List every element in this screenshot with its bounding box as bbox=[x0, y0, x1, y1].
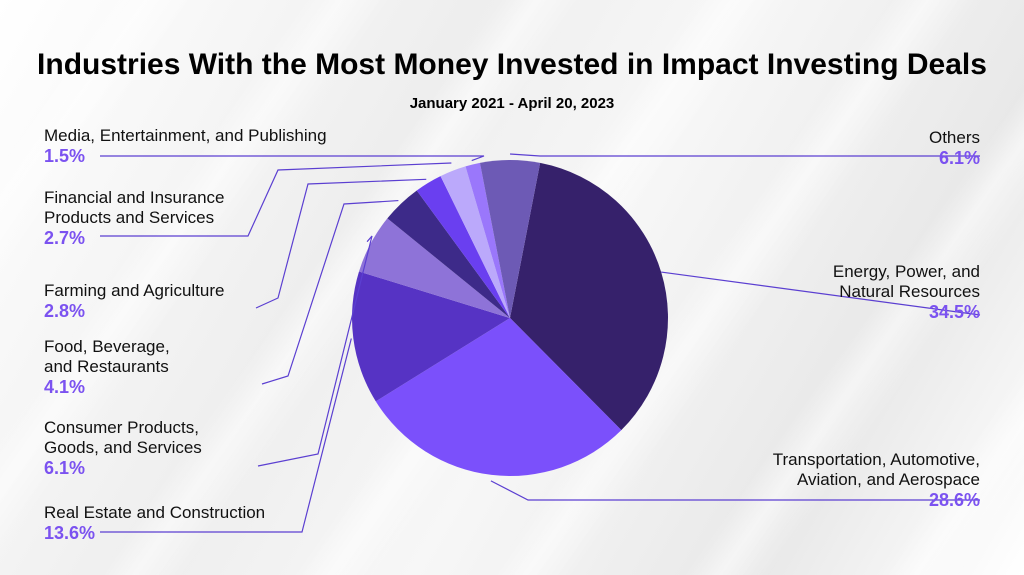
legend-label-energy: Energy, Power, and Natural Resources 34.… bbox=[833, 262, 980, 322]
chart-title: Industries With the Most Money Invested … bbox=[37, 48, 987, 81]
slice-name: Consumer Products, Goods, and Services bbox=[44, 418, 202, 457]
leader-line bbox=[100, 162, 452, 237]
slice-percent: 2.8% bbox=[44, 301, 86, 321]
slice-percent: 4.1% bbox=[44, 377, 86, 397]
leader-line bbox=[100, 155, 485, 162]
pie-slice bbox=[510, 162, 668, 431]
slice-percent: 34.5% bbox=[928, 302, 980, 322]
legend-label-financial: Financial and Insurance Products and Ser… bbox=[44, 188, 225, 248]
leader-line bbox=[661, 271, 981, 316]
pie-slice bbox=[440, 166, 510, 318]
leader-line bbox=[261, 199, 399, 385]
pie-slice bbox=[479, 159, 541, 318]
slice-percent: 6.1% bbox=[44, 458, 86, 478]
pie-slice bbox=[375, 318, 622, 476]
slice-name: Media, Entertainment, and Publishing bbox=[44, 126, 327, 145]
slice-percent: 6.1% bbox=[938, 148, 980, 168]
leader-line bbox=[255, 178, 427, 309]
leader-line bbox=[100, 338, 352, 533]
slice-name: Real Estate and Construction bbox=[44, 503, 266, 522]
pie-slice bbox=[387, 190, 510, 318]
slice-name: Others bbox=[928, 128, 980, 147]
pie-slice bbox=[416, 176, 510, 318]
slice-name: Transportation, Automotive, Aviation, an… bbox=[772, 450, 980, 489]
leader-line bbox=[510, 153, 980, 157]
legend-label-farming: Farming and Agriculture 2.8% bbox=[44, 281, 224, 321]
legend-label-food: Food, Beverage, and Restaurants 4.1% bbox=[44, 337, 170, 397]
slice-percent: 2.7% bbox=[44, 228, 86, 248]
pie-slice bbox=[465, 162, 510, 318]
legend-label-media: Media, Entertainment, and Publishing 1.5… bbox=[44, 126, 327, 166]
legend-label-others: Others 6.1% bbox=[929, 128, 980, 168]
pie-slice bbox=[359, 218, 510, 318]
slice-name: Financial and Insurance Products and Ser… bbox=[44, 188, 225, 227]
slice-name: Food, Beverage, and Restaurants bbox=[44, 337, 170, 376]
legend-label-real-estate: Real Estate and Construction 13.6% bbox=[44, 503, 265, 543]
leader-line bbox=[257, 235, 373, 467]
legend-label-transportation: Transportation, Automotive, Aviation, an… bbox=[773, 450, 980, 510]
legend-label-consumer: Consumer Products, Goods, and Services 6… bbox=[44, 418, 202, 478]
slice-percent: 13.6% bbox=[44, 523, 96, 543]
leader-line bbox=[490, 480, 980, 501]
slice-percent: 1.5% bbox=[44, 146, 86, 166]
slice-name: Energy, Power, and Natural Resources bbox=[832, 262, 980, 301]
slice-percent: 28.6% bbox=[928, 490, 980, 510]
chart-subtitle: January 2021 - April 20, 2023 bbox=[409, 95, 615, 112]
slice-name: Farming and Agriculture bbox=[44, 281, 225, 300]
pie-slice bbox=[352, 271, 510, 402]
